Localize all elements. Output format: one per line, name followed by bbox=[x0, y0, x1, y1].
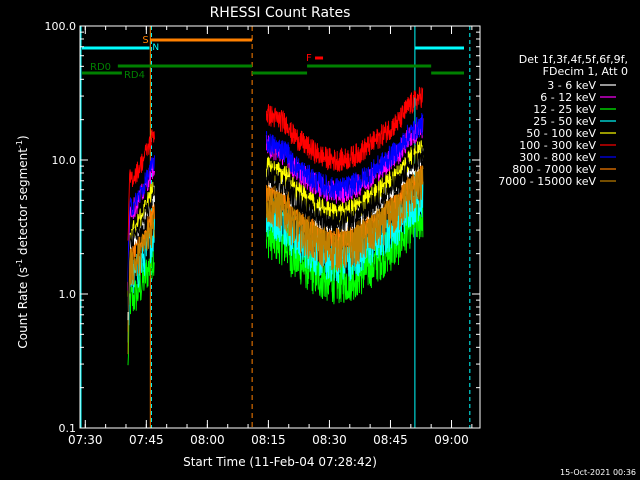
legend-entry-label: 12 - 25 keV bbox=[533, 103, 596, 116]
legend-entry-label: 50 - 100 keV bbox=[526, 127, 596, 140]
x-tick-label: 07:45 bbox=[129, 433, 164, 447]
x-tick-label: 08:30 bbox=[312, 433, 347, 447]
axes: 0.1 1.0 10.0 100.0 07:30 07:45 08:00 08:15 08:30… bbox=[45, 20, 481, 447]
series-line-8 bbox=[127, 165, 424, 355]
y-axis-label-mid: detector segment bbox=[16, 148, 30, 259]
annotation-f: F bbox=[306, 53, 312, 64]
legend-entry-label: 25 - 50 keV bbox=[533, 115, 596, 128]
legend-header-line: FDecim 1, Att 0 bbox=[543, 65, 628, 78]
plot-frame bbox=[79, 25, 481, 429]
y-tick-label: 0.1 bbox=[59, 422, 77, 435]
annotation-rd4: RD4 bbox=[124, 70, 145, 81]
y-axis-label-sup2: -1 bbox=[15, 140, 24, 148]
y-axis-label: Count Rate (s-1 detector segment-1) bbox=[15, 135, 30, 348]
series-line-6 bbox=[127, 112, 424, 282]
series-line-black bbox=[127, 146, 424, 313]
y-tick-label: 1.0 bbox=[59, 288, 77, 301]
legend: Det 1f,3f,4f,5f,6f,9f,FDecim 1, Att 03 -… bbox=[498, 53, 628, 188]
x-axis-label: Start Time (11-Feb-04 07:28:42) bbox=[183, 455, 377, 469]
legend-entry-label: 3 - 6 keV bbox=[547, 79, 596, 92]
x-tick-label: 08:45 bbox=[373, 433, 408, 447]
x-tick-label: 08:15 bbox=[251, 433, 286, 447]
legend-header-line: Det 1f,3f,4f,5f,6f,9f, bbox=[519, 53, 628, 66]
legend-entry-label: 100 - 300 keV bbox=[519, 139, 596, 152]
annotation-n: N bbox=[152, 43, 159, 53]
x-tick-label: 07:30 bbox=[68, 433, 103, 447]
legend-entry-label: 800 - 7000 keV bbox=[512, 163, 596, 176]
chart-title: RHESSI Count Rates bbox=[210, 5, 351, 21]
plot-area: SN F RD0 RD4 bbox=[80, 26, 471, 428]
y-axis-label-end: ) bbox=[16, 135, 30, 140]
y-tick-label: 100.0 bbox=[45, 20, 77, 33]
x-tick-label: 09:00 bbox=[434, 433, 469, 447]
legend-entry-label: 7000 - 15000 keV bbox=[498, 175, 596, 188]
legend-entry-label: 300 - 800 keV bbox=[519, 151, 596, 164]
y-axis-label-main: Count Rate (s bbox=[16, 267, 30, 349]
footer-timestamp: 15-Oct-2021 00:36 bbox=[560, 468, 636, 477]
annotation-rd0: RD0 bbox=[90, 62, 111, 73]
series-line-5 bbox=[127, 86, 424, 241]
annotation-s: S bbox=[142, 35, 148, 46]
x-tick-label: 08:00 bbox=[190, 433, 225, 447]
y-axis-label-sup1: -1 bbox=[15, 259, 24, 267]
legend-entry-label: 6 - 12 keV bbox=[540, 91, 596, 104]
y-tick-label: 10.0 bbox=[52, 154, 77, 167]
